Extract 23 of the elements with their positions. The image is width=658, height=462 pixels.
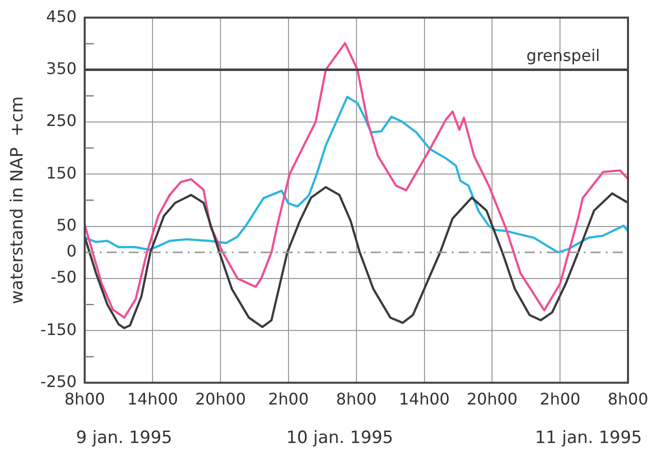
- text: 9 jan. 1995: [76, 428, 172, 448]
- x-tick-label: 20h00: [466, 390, 518, 409]
- x-tick-label: 2h00: [268, 390, 309, 409]
- x-tick-label: 8h00: [336, 390, 377, 409]
- x-tick-label: 2h00: [540, 390, 580, 409]
- x-tick-label: 14h00: [127, 390, 178, 409]
- y-tick-label: 450: [46, 6, 77, 26]
- y-tick-label: -250: [40, 372, 77, 391]
- x-tick-label: 8h00: [64, 390, 106, 409]
- y-tick-label: -50: [50, 268, 77, 287]
- x-tick-label: 14h00: [398, 390, 450, 409]
- text: 11 jan. 1995: [534, 428, 642, 448]
- x-tick-label: 8h00: [608, 390, 648, 409]
- y-tick-label: 350: [46, 58, 77, 78]
- y-tick-label: 0: [66, 242, 77, 261]
- y-tick-label: 150: [46, 163, 77, 182]
- y-axis-title: waterstand in NAP +cm: [8, 96, 28, 304]
- text: 10 jan. 1995: [286, 428, 394, 448]
- y-tick-label: 50: [56, 215, 77, 234]
- x-tick-label: 20h00: [195, 390, 246, 409]
- y-tick-label: 250: [46, 111, 77, 130]
- ref-line-label: grenspeil: [526, 46, 600, 65]
- y-tick-label: -150: [40, 320, 77, 339]
